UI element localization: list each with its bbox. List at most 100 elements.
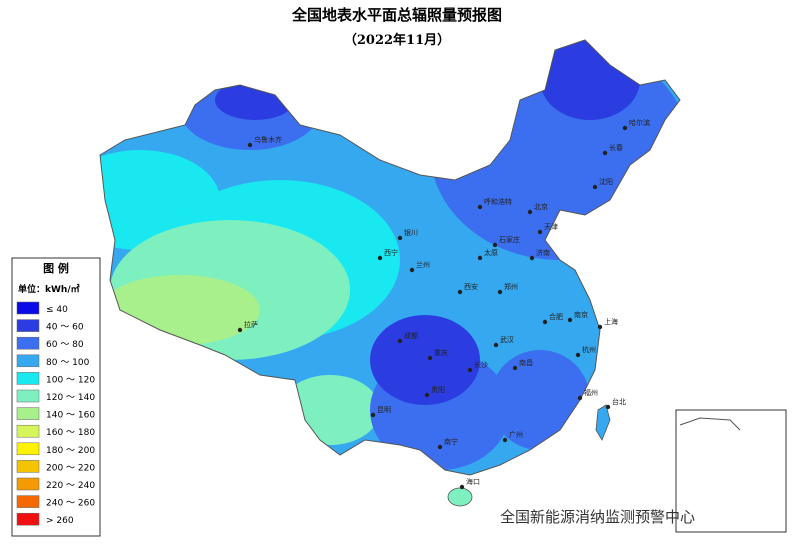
city-dot	[602, 150, 608, 156]
legend-label: > 260	[46, 516, 74, 526]
legend-swatch	[16, 354, 40, 368]
city-label: 长春	[609, 143, 623, 152]
city-dot	[592, 184, 598, 190]
city-label: 兰州	[416, 260, 430, 269]
city-dot	[605, 404, 611, 410]
city-dot	[512, 365, 518, 371]
city-dot	[424, 392, 430, 398]
legend-swatch	[16, 301, 40, 315]
legend-label: 160 ～ 180	[46, 428, 95, 438]
city-dot	[437, 444, 443, 450]
city-dot	[497, 289, 503, 295]
legend-items: ≤ 40 40 ～ 60 60 ～ 80 80 ～ 100 100 ～ 120 120 ～…	[16, 301, 95, 526]
city-label: 郑州	[504, 283, 518, 291]
city-dot	[427, 355, 433, 361]
legend-label: 80 ～ 100	[46, 358, 90, 368]
city-label: 福州	[584, 388, 598, 397]
legend-unit: 单位：kWh/㎡	[18, 283, 80, 295]
legend-swatch	[16, 319, 40, 332]
city-label: 银川	[404, 228, 418, 237]
city-dot	[567, 317, 573, 323]
city-dot	[409, 267, 415, 273]
city-label: 成都	[404, 331, 418, 340]
city-dot	[577, 395, 583, 401]
legend-swatch	[16, 372, 40, 385]
city-label: 呼和浩特	[484, 197, 512, 206]
city-label: 乌鲁木齐	[254, 135, 282, 144]
legend-label: ≤ 40	[46, 305, 68, 315]
city-dot	[537, 229, 543, 235]
city-label: 天津	[544, 223, 558, 231]
legend-label: 120 ～ 140	[46, 393, 95, 403]
city-label: 沈阳	[599, 177, 613, 186]
legend-swatch	[16, 336, 40, 350]
city-label: 西安	[464, 282, 478, 291]
city-dot	[477, 255, 483, 261]
city-label: 石家庄	[499, 235, 520, 244]
radiation-field	[100, 40, 680, 475]
city-dot	[247, 142, 253, 148]
city-label: 贵阳	[431, 385, 445, 394]
city-dot	[377, 255, 383, 261]
city-dot	[237, 327, 243, 333]
city-label: 上海	[604, 317, 618, 326]
watermark: 全国新能源消纳监测预警中心	[500, 508, 695, 526]
city-label: 西宁	[384, 248, 398, 257]
legend-swatch	[16, 477, 40, 491]
city-label: 南宁	[444, 437, 458, 446]
city-label: 武汉	[500, 335, 514, 344]
legend-label: 220 ～ 240	[46, 481, 95, 491]
city-label: 杭州	[582, 345, 596, 354]
city-dot	[527, 209, 533, 215]
city-label: 南京	[574, 310, 588, 319]
city-label: 拉萨	[244, 320, 258, 329]
city-dot	[529, 255, 535, 261]
city-label: 台北	[612, 397, 626, 406]
hainan	[447, 487, 473, 507]
city-dot	[459, 484, 465, 490]
city-dot	[397, 235, 403, 241]
city-dot	[457, 289, 463, 295]
inset-coast	[679, 417, 741, 431]
city-label: 北京	[534, 202, 548, 211]
legend-title: 图 例	[43, 261, 69, 275]
city-dot	[477, 204, 483, 210]
title: 全国地表水平面总辐照量预报图	[291, 6, 502, 24]
city-dot	[370, 412, 376, 418]
city-label: 太原	[484, 248, 498, 257]
city-label: 哈尔滨	[629, 118, 650, 127]
city-label: 南昌	[519, 358, 533, 367]
legend-swatch	[16, 407, 40, 420]
city-label: 合肥	[549, 312, 563, 321]
city-dot	[542, 319, 548, 325]
city-label: 重庆	[434, 348, 448, 357]
legend-swatch	[16, 460, 40, 473]
city-label: 海口	[466, 477, 480, 486]
legend-label: 140 ～ 160	[46, 411, 95, 421]
city-dot	[597, 324, 603, 330]
legend-label: 100 ～ 120	[46, 375, 95, 385]
city-label: 昆明	[377, 406, 391, 414]
city-label: 长沙	[474, 360, 488, 369]
inset-box	[675, 409, 787, 533]
legend-swatch	[16, 495, 40, 508]
city-label: 广州	[509, 430, 523, 439]
city-dot	[467, 367, 473, 373]
city-dot	[622, 125, 628, 131]
legend-swatch	[16, 389, 40, 403]
legend-swatch	[16, 512, 40, 526]
city-label: 济南	[536, 248, 550, 257]
legend-label: 200 ～ 220	[46, 463, 95, 473]
city-dot	[492, 242, 498, 248]
legend-swatch	[16, 424, 40, 438]
legend-label: 180 ～ 200	[46, 446, 95, 456]
city-dot	[575, 352, 581, 358]
city-dot	[493, 342, 499, 348]
city-dot	[397, 338, 403, 344]
legend-label: 40 ～ 60	[46, 323, 84, 333]
subtitle: （2022年11月）	[344, 32, 450, 48]
taiwan	[595, 404, 611, 441]
legend-swatch	[16, 442, 40, 456]
